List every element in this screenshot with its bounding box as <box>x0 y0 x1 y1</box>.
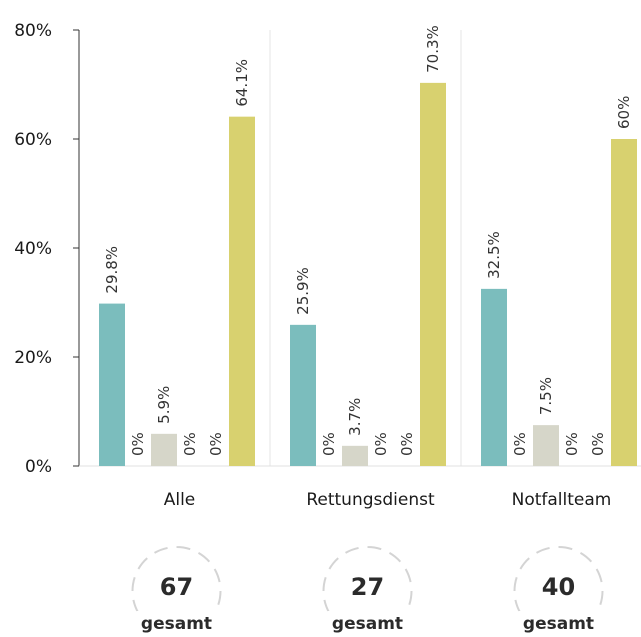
bar <box>290 324 316 466</box>
bar <box>420 82 446 467</box>
bar-data-label: 0% <box>563 432 581 456</box>
bar-data-label: 0% <box>511 432 529 456</box>
group-separators <box>269 30 462 466</box>
data-labels: 29.8% 0% 5.9% 0% 0% 64.1% 25.9% 0% 3.7% 0% 0% 70.3%… <box>103 25 633 456</box>
bar <box>99 303 125 466</box>
bar-data-label: 0% <box>372 432 390 456</box>
total-number: 40 <box>542 573 575 601</box>
bar-data-label: 70.3% <box>424 25 442 73</box>
bar-data-label: 0% <box>589 432 607 456</box>
category-label: Alle <box>164 490 196 510</box>
bar-data-label: 60% <box>615 96 633 129</box>
y-tick-label: 40% <box>14 239 52 259</box>
total-number: 67 <box>160 573 193 601</box>
total-word: gesamt <box>523 614 594 634</box>
bar <box>611 139 637 466</box>
bar <box>151 433 177 466</box>
bar-data-label: 29.8% <box>103 246 121 294</box>
bar <box>229 116 255 466</box>
bar-data-label: 3.7% <box>346 398 364 436</box>
bar-data-label: 32.5% <box>485 231 503 279</box>
y-tick-label: 20% <box>14 348 52 368</box>
bar-data-label: 0% <box>207 432 225 456</box>
total-badges: 67 gesamt 27 gesamt 40 gesamt <box>131 546 604 637</box>
bar-data-label: 0% <box>320 432 338 456</box>
y-axis: 0% 20% 40% 60% 80% <box>14 21 641 477</box>
bar <box>533 425 559 466</box>
category-labels: Alle Rettungsdienst Notfallteam <box>164 490 612 510</box>
bar-data-label: 0% <box>129 432 147 456</box>
y-tick-label: 80% <box>14 21 52 41</box>
category-label: Notfallteam <box>512 490 612 510</box>
total-badge: 27 gesamt <box>322 546 413 637</box>
bar-data-label: 0% <box>181 432 199 456</box>
total-badge: 67 gesamt <box>131 546 222 637</box>
label-backdrop <box>136 611 217 637</box>
bar <box>342 445 368 466</box>
bar <box>481 288 507 466</box>
bar-data-label: 0% <box>398 432 416 456</box>
total-word: gesamt <box>332 614 403 634</box>
total-number: 27 <box>351 573 384 601</box>
y-tick-label: 0% <box>25 457 52 477</box>
category-label: Rettungsdienst <box>306 490 435 510</box>
bar-data-label: 64.1% <box>233 59 251 107</box>
bar-data-label: 5.9% <box>155 386 173 424</box>
label-backdrop <box>518 611 599 637</box>
total-word: gesamt <box>141 614 212 634</box>
bars <box>99 82 637 467</box>
bar-data-label: 25.9% <box>294 267 312 315</box>
y-tick-label: 60% <box>14 130 52 150</box>
label-backdrop <box>327 611 408 637</box>
bar-data-label: 7.5% <box>537 377 555 415</box>
total-badge: 40 gesamt <box>513 546 604 637</box>
